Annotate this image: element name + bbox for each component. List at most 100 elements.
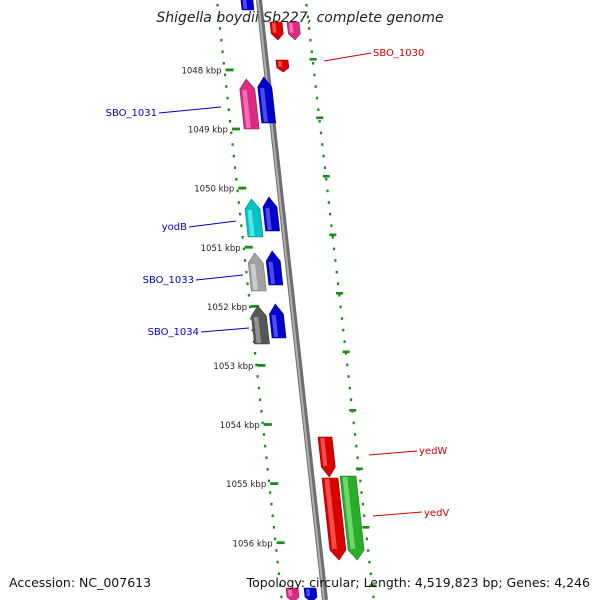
- ruler-dot-right: [308, 27, 311, 30]
- ruler-dot-right: [331, 236, 334, 239]
- label-yedv: yedV: [372, 508, 449, 519]
- ruler-dot-left: [277, 572, 281, 575]
- label-sbo_1033: SBO_1033: [143, 274, 244, 286]
- ruler-dot-right: [348, 386, 351, 390]
- ruler-dot-right: [342, 328, 345, 332]
- gene-companion-blue-arrow[interactable]: [269, 303, 287, 339]
- gene-partial-pink-arrow[interactable]: [286, 21, 301, 41]
- ruler-dot-left: [261, 421, 264, 425]
- ruler-dot-right: [312, 62, 315, 65]
- gene-sbo_1034-arrow[interactable]: [251, 305, 270, 345]
- ruler-dot-left: [254, 352, 257, 355]
- ruler-dot-left: [250, 317, 253, 320]
- ruler-dash-right: [329, 233, 337, 237]
- gene-yedw-arrow[interactable]: [317, 436, 336, 478]
- ruler-dot-right: [319, 131, 323, 135]
- ruler-dot-right: [350, 398, 353, 401]
- ruler-dot-right: [326, 189, 329, 193]
- kbp-label: 1052 kbp: [207, 303, 247, 313]
- label-yodb: yodB: [162, 220, 237, 233]
- ruler-dot-left: [243, 259, 247, 262]
- ruler-dot-right: [338, 294, 341, 297]
- ruler-dot-right: [347, 375, 350, 378]
- gene-companion-blue-arrow[interactable]: [265, 250, 284, 286]
- ruler-dot-right: [332, 247, 336, 251]
- ruler-dot-right: [323, 166, 327, 169]
- gene-partial-red-arrow[interactable]: [269, 21, 284, 41]
- ruler-dot-left: [236, 189, 239, 193]
- ruler-dot-right: [353, 433, 357, 436]
- ruler-dot-right: [317, 108, 320, 111]
- ruler-dot-right: [340, 317, 344, 320]
- kbp-label: 1054 kbp: [220, 421, 260, 431]
- ruler-dash-right: [349, 409, 357, 412]
- kbp-label: 1056 kbp: [233, 539, 273, 549]
- ruler-dot-right: [336, 282, 340, 285]
- ruler-dot-right: [368, 560, 371, 564]
- ruler-dot-left: [235, 178, 238, 181]
- ruler-dot-left: [225, 85, 228, 88]
- ruler-dot-right: [355, 444, 358, 448]
- ruler-dot-left: [231, 143, 234, 146]
- ruler-dot-right: [346, 363, 349, 367]
- ruler-dot-left: [260, 410, 263, 413]
- kbp-label: 1048 kbp: [181, 67, 221, 77]
- ruler-dot-left: [216, 4, 219, 7]
- ruler-dot-left: [240, 224, 243, 227]
- ruler-dot-right: [352, 421, 355, 425]
- ruler-dot-left: [276, 560, 279, 564]
- gene-sbo_1031-arrow[interactable]: [239, 78, 260, 130]
- ruler-dash-left: [231, 127, 240, 131]
- ruler-dot-right: [360, 491, 363, 494]
- ruler-dot-left: [269, 491, 272, 494]
- length-text: Length: 4,519,823 bp: [363, 575, 499, 590]
- gene-yedv-arrow[interactable]: [339, 475, 365, 561]
- ruler-dot-left: [257, 386, 260, 390]
- ruler-dot-right: [334, 259, 337, 262]
- gene-sbo_1030-arrow[interactable]: [275, 59, 290, 73]
- ruler-dot-left: [227, 108, 230, 111]
- ruler-dot-right: [321, 143, 324, 146]
- gene-partial-blue-bottom-arrow[interactable]: [303, 587, 318, 600]
- ruler-dash-right: [322, 175, 330, 178]
- ruler-dot-right: [356, 456, 359, 459]
- ruler-dash-right: [355, 467, 363, 471]
- ruler-dot-right: [343, 340, 346, 343]
- label-sbo_1033-text: SBO_1033: [143, 275, 194, 286]
- label-sbo_1030-text: SBO_1030: [373, 48, 424, 59]
- ruler-dot-left: [265, 456, 268, 459]
- label-sbo_1031: SBO_1031: [106, 106, 222, 119]
- ruler-dot-right: [329, 212, 332, 216]
- ruler-dot-left: [255, 363, 258, 367]
- kbp-label: 1051 kbp: [201, 244, 241, 254]
- ruler-dot-left: [233, 166, 237, 169]
- ruler-dot-right: [327, 201, 330, 204]
- gene-yodb-arrow[interactable]: [244, 198, 264, 238]
- kbp-label: 1055 kbp: [226, 480, 266, 490]
- page-title: Shigella boydii Sb227, complete genome: [156, 10, 444, 26]
- ruler-dash-right: [309, 58, 317, 61]
- ruler-dot-right: [309, 38, 312, 42]
- ruler-dot-right: [369, 572, 372, 575]
- gene-sbo_1033-arrow[interactable]: [247, 252, 267, 292]
- gene-companion-blue-arrow[interactable]: [257, 76, 277, 124]
- label-sbo_1030: SBO_1030: [323, 48, 424, 62]
- ruler-dot-right: [314, 85, 317, 88]
- ruler-dash-left: [244, 245, 253, 249]
- gene-arrows[interactable]: [239, 0, 365, 600]
- ruler-dot-left: [221, 50, 224, 53]
- ruler-dot-left: [237, 201, 240, 204]
- ruler-dot-left: [272, 526, 276, 529]
- gene-partial-blue-arrow[interactable]: [240, 0, 255, 11]
- gene-red-long-arrow[interactable]: [321, 477, 347, 561]
- ruler-dot-left: [220, 38, 223, 42]
- kbp-label: 1053 kbp: [213, 362, 253, 372]
- gene-companion-blue-arrow[interactable]: [262, 196, 280, 232]
- ruler-dot-left: [246, 282, 249, 285]
- ruler-dot-left: [223, 73, 227, 77]
- ruler-dot-right: [330, 224, 333, 227]
- ruler-dot-left: [232, 154, 235, 158]
- topology-text: Topology: circular: [246, 575, 356, 590]
- ruler-dot-left: [256, 375, 259, 378]
